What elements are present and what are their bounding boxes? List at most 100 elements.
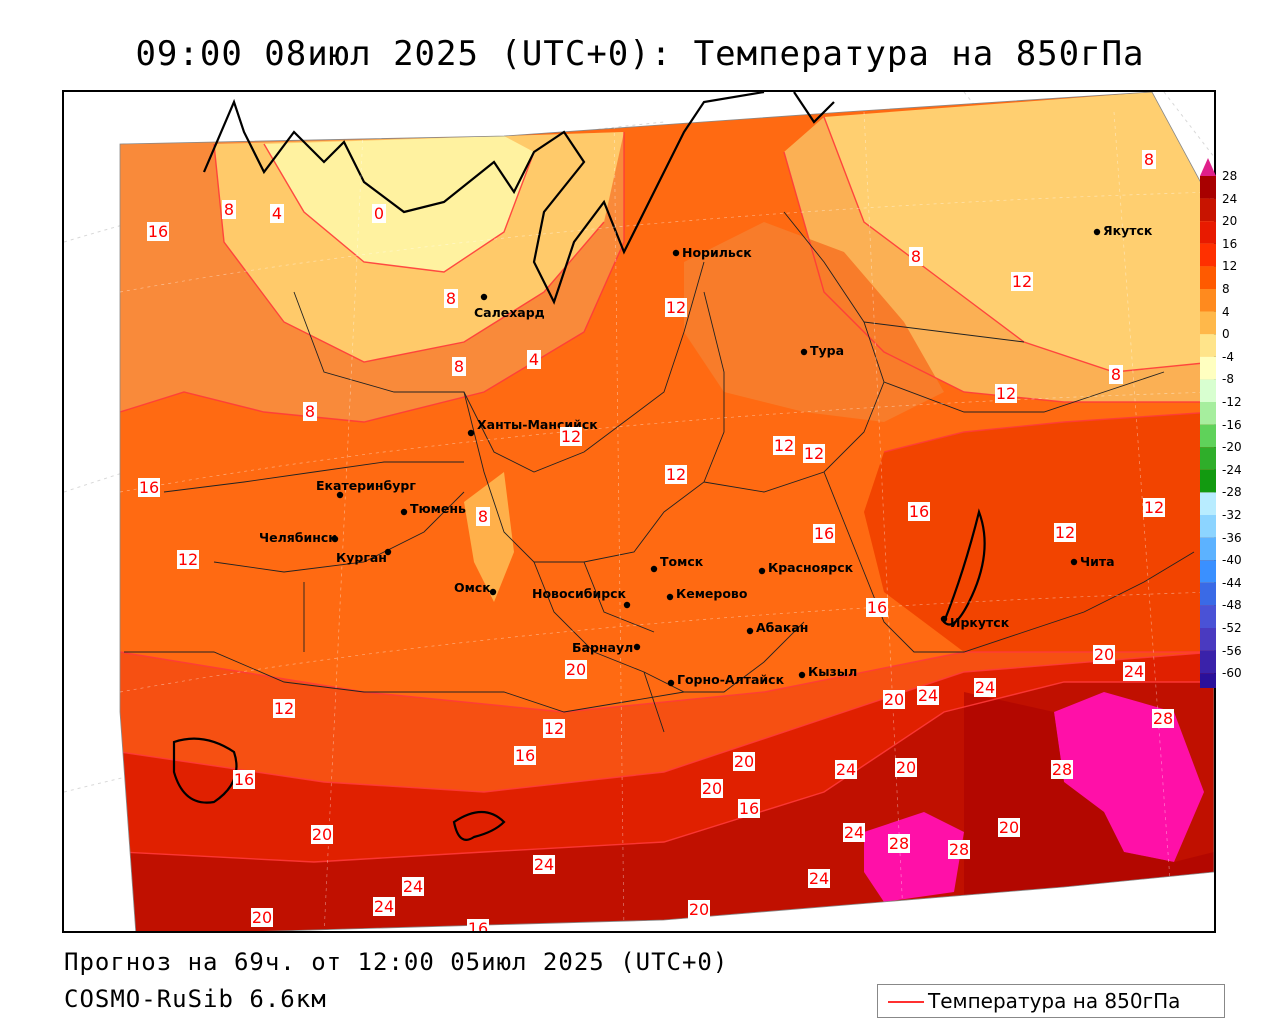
svg-text:12: 12 [1012, 272, 1032, 291]
city-tura: Тура [800, 343, 844, 358]
isolines [120, 116, 1214, 863]
legend: Температура на 850гПа [877, 984, 1225, 1018]
scale-tick-label: -28 [1222, 485, 1242, 500]
isoline-label: 28 [888, 834, 910, 853]
scale-swatch [1200, 560, 1216, 583]
svg-text:0: 0 [374, 204, 384, 223]
svg-text:Якутск: Якутск [1103, 223, 1153, 238]
svg-text:4: 4 [529, 350, 539, 369]
city-irkutsk: Иркутск [940, 615, 1010, 630]
svg-text:20: 20 [252, 908, 272, 927]
svg-text:16: 16 [468, 919, 488, 933]
color-scale [1200, 158, 1216, 688]
isoline-label: 20 [311, 825, 333, 844]
scale-tick-label: -56 [1222, 643, 1242, 658]
city-gorno: Горно-Алтайск [667, 672, 785, 687]
scale-tick-label: 20 [1222, 214, 1238, 229]
svg-text:16: 16 [515, 746, 535, 765]
svg-text:16: 16 [139, 478, 159, 497]
svg-text:24: 24 [918, 686, 938, 705]
svg-text:16: 16 [909, 502, 929, 521]
scale-swatch [1200, 311, 1216, 335]
svg-text:Тюмень: Тюмень [410, 501, 466, 516]
isoline-label: 8 [1109, 365, 1123, 384]
scale-swatch [1200, 582, 1216, 606]
city-omsk: Омск [454, 580, 497, 596]
isoline-label: 24 [373, 897, 395, 916]
svg-text:Норильск: Норильск [682, 245, 752, 260]
isoline-label: 16 [233, 770, 255, 789]
svg-text:28: 28 [949, 840, 969, 859]
scale-swatch [1200, 176, 1216, 199]
svg-text:20: 20 [1094, 645, 1114, 664]
isoline-label: 24 [533, 855, 555, 874]
svg-text:20: 20 [702, 779, 722, 798]
isoline-label: 4 [270, 204, 284, 223]
svg-text:Иркутск: Иркутск [950, 615, 1010, 630]
svg-text:4: 4 [272, 204, 282, 223]
scale-tick-label: -40 [1222, 553, 1242, 568]
isoline-label: 24 [1123, 662, 1145, 681]
scale-swatch [1200, 289, 1216, 312]
svg-text:8: 8 [224, 200, 234, 219]
svg-text:12: 12 [666, 298, 686, 317]
isoline-label: 16 [866, 598, 888, 617]
isoline-label: 24 [808, 869, 830, 888]
svg-text:12: 12 [274, 699, 294, 718]
scale-swatch [1200, 334, 1216, 357]
isoline-label: 8 [909, 247, 923, 266]
isoline-label: 8 [452, 357, 466, 376]
svg-text:Екатеринбург: Екатеринбург [316, 478, 416, 493]
isoline-label: 16 [514, 746, 536, 765]
svg-text:16: 16 [867, 598, 887, 617]
scale-tick-label: -8 [1222, 372, 1234, 387]
scale-swatch [1200, 402, 1216, 425]
temp-cell-omsk [464, 472, 514, 602]
svg-text:12: 12 [774, 436, 794, 455]
city-krasnoyarsk: Красноярск [758, 560, 854, 575]
isoline-label: 20 [733, 752, 755, 771]
isoline-label: 12 [543, 719, 565, 738]
model-name: COSMO-RuSib 6.6км [64, 985, 327, 1013]
city-kyzyl: Кызыл [798, 664, 857, 679]
city-nsk: Новосибирск [532, 586, 631, 609]
scale-swatch [1200, 492, 1216, 515]
scale-tick-label: -36 [1222, 530, 1242, 545]
svg-text:Тура: Тура [810, 343, 844, 358]
isoline-label: 0 [372, 204, 386, 223]
isoline-label: 24 [835, 760, 857, 779]
svg-text:12: 12 [1055, 523, 1075, 542]
isoline-label: 12 [995, 384, 1017, 403]
svg-text:8: 8 [454, 357, 464, 376]
svg-text:Горно-Алтайск: Горно-Алтайск [677, 672, 785, 687]
legend-line-swatch [888, 1001, 924, 1003]
isoline-label: 12 [273, 699, 295, 718]
svg-text:24: 24 [844, 823, 864, 842]
isoline-label: 8 [476, 507, 490, 526]
svg-text:20: 20 [999, 818, 1019, 837]
isoline-label: 28 [948, 840, 970, 859]
city-tyumen: Тюмень [400, 501, 466, 516]
svg-text:28: 28 [889, 834, 909, 853]
svg-text:24: 24 [1124, 662, 1144, 681]
scale-swatch [1200, 537, 1216, 561]
svg-text:20: 20 [566, 660, 586, 679]
isoline-labels: 8 4 0 16 8 8 8 4 8 12 8 12 8 12 12 12 12 12 16 16 12 12 8 12 16 1… [138, 150, 1174, 933]
scale-overflow-top [1200, 158, 1216, 176]
isoline-label: 16 [138, 478, 160, 497]
temperature-map: Норильск Якутск Салехард Тура Ханты-Манс… [64, 92, 1214, 933]
isoline-label: 8 [222, 200, 236, 219]
svg-text:24: 24 [403, 877, 423, 896]
map-frame: Норильск Якутск Салехард Тура Ханты-Манс… [62, 90, 1216, 933]
temp-band-28 [1054, 692, 1204, 862]
svg-text:Салехард: Салехард [474, 305, 545, 320]
svg-text:24: 24 [809, 869, 829, 888]
isoline-label: 12 [1011, 272, 1033, 291]
svg-text:Челябинск: Челябинск [259, 530, 337, 545]
isoline-label: 16 [738, 799, 760, 818]
scale-tick-label: 0 [1222, 327, 1230, 342]
temp-band-0 [264, 136, 534, 272]
scale-swatch [1200, 469, 1216, 493]
svg-text:20: 20 [884, 690, 904, 709]
isoline-label: 12 [773, 436, 795, 455]
